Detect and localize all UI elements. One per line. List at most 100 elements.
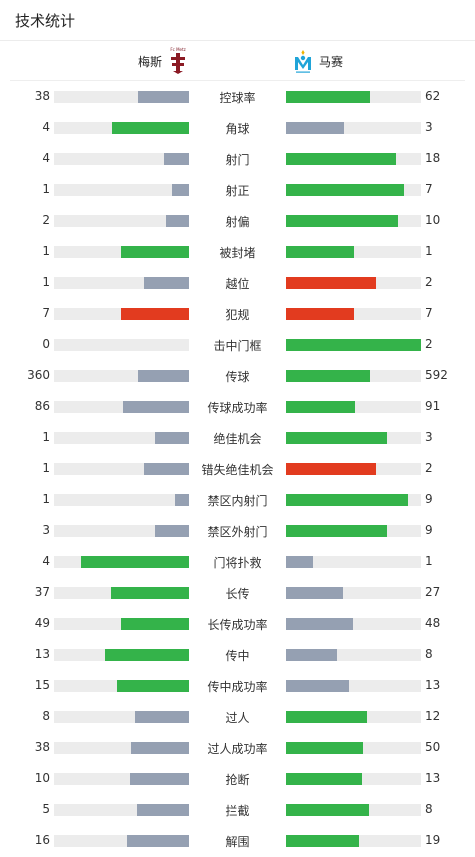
away-stat-bar-fill	[286, 494, 408, 506]
away-stat-bar	[286, 649, 421, 661]
away-stat-bar	[286, 153, 421, 165]
stat-label: 射门	[225, 153, 250, 167]
away-stat-bar	[286, 463, 421, 475]
home-stat-value: 0	[42, 337, 50, 351]
away-stat-value: 2	[425, 461, 433, 475]
stat-label: 过人	[225, 711, 250, 725]
away-stat-bar	[286, 494, 421, 506]
home-stat-bar	[54, 742, 189, 754]
home-stat-bar-fill	[121, 246, 189, 258]
marseille-crest-icon[interactable]	[292, 50, 314, 74]
home-stat-bar	[54, 184, 189, 196]
away-stat-value: 18	[425, 151, 441, 165]
stat-label: 射偏	[225, 215, 250, 229]
away-stat-bar	[286, 835, 421, 847]
home-stat-value: 49	[34, 616, 50, 630]
home-stat-bar	[54, 91, 189, 103]
stat-label: 绝佳机会	[213, 432, 262, 446]
stat-label: 控球率	[219, 91, 256, 105]
home-stat-bar-fill	[130, 773, 189, 785]
stat-label: 传球	[225, 370, 250, 384]
stat-row: 0 击中门框 2	[0, 329, 475, 360]
away-stat-bar-fill	[286, 122, 344, 134]
away-stat-bar	[286, 370, 421, 382]
home-stat-bar	[54, 711, 189, 723]
stat-row: 86 传球成功率 91	[0, 391, 475, 422]
away-stat-value: 12	[425, 709, 441, 723]
away-stat-bar	[286, 184, 421, 196]
home-team-name[interactable]: 梅斯	[138, 55, 163, 69]
stat-label: 传球成功率	[207, 401, 268, 415]
home-stat-bar-fill	[123, 401, 189, 413]
away-stat-value: 1	[425, 554, 433, 568]
stat-label: 禁区内射门	[207, 494, 268, 508]
home-stat-bar	[54, 618, 189, 630]
home-stat-value: 3	[42, 523, 50, 537]
away-stat-bar	[286, 711, 421, 723]
away-stat-bar-fill	[286, 525, 387, 537]
home-stat-value: 37	[34, 585, 50, 599]
home-stat-bar	[54, 277, 189, 289]
stat-row: 1 被封堵 1	[0, 236, 475, 267]
away-stat-bar-fill	[286, 742, 363, 754]
away-stat-value: 1	[425, 244, 433, 258]
home-stat-bar-fill	[175, 494, 189, 506]
home-stat-value: 13	[34, 647, 50, 661]
stat-label: 击中门框	[213, 339, 262, 353]
away-stat-bar-fill	[286, 711, 367, 723]
away-stat-bar	[286, 401, 421, 413]
stat-row: 7 犯规 7	[0, 298, 475, 329]
stat-row: 4 角球 3	[0, 112, 475, 143]
away-stat-value: 62	[425, 89, 441, 103]
away-stat-bar-fill	[286, 308, 354, 320]
stat-label: 禁区外射门	[207, 525, 268, 539]
home-stat-bar-fill	[144, 277, 189, 289]
home-stat-bar	[54, 370, 189, 382]
away-stat-bar-fill	[286, 618, 353, 630]
home-stat-bar-fill	[137, 804, 189, 816]
away-stat-bar-fill	[286, 184, 404, 196]
away-stat-bar	[286, 742, 421, 754]
stat-label: 拦截	[225, 804, 250, 818]
home-stat-bar-fill	[131, 742, 189, 754]
home-stat-bar	[54, 804, 189, 816]
stat-label: 错失绝佳机会	[201, 463, 274, 477]
away-stat-bar-fill	[286, 215, 398, 227]
away-stat-value: 2	[425, 337, 433, 351]
stat-label: 越位	[225, 277, 250, 291]
away-stat-value: 19	[425, 833, 441, 847]
stat-row: 37 长传 27	[0, 577, 475, 608]
away-stat-bar-fill	[286, 91, 370, 103]
away-stat-bar-fill	[286, 649, 337, 661]
away-stat-value: 8	[425, 647, 433, 661]
stat-row: 5 拦截 8	[0, 794, 475, 825]
away-stat-value: 9	[425, 492, 433, 506]
away-stat-bar	[286, 277, 421, 289]
away-stat-bar-fill	[286, 463, 376, 475]
stat-row: 1 绝佳机会 3	[0, 422, 475, 453]
metz-crest-icon[interactable]: Fc Metz	[167, 47, 189, 75]
stat-label: 长传	[225, 587, 250, 601]
home-stat-value: 1	[42, 492, 50, 506]
home-stat-value: 360	[27, 368, 50, 382]
away-stat-bar-fill	[286, 246, 354, 258]
away-team-name[interactable]: 马赛	[319, 55, 344, 69]
away-stat-bar-fill	[286, 370, 370, 382]
stat-label: 抢断	[225, 773, 250, 787]
home-stat-bar	[54, 122, 189, 134]
home-stat-value: 1	[42, 275, 50, 289]
away-stat-value: 2	[425, 275, 433, 289]
away-stat-bar-fill	[286, 401, 355, 413]
away-stat-bar-fill	[286, 153, 396, 165]
stat-row: 10 抢断 13	[0, 763, 475, 794]
away-stat-bar	[286, 556, 421, 568]
home-stat-bar	[54, 556, 189, 568]
home-stat-bar	[54, 587, 189, 599]
stat-label: 射正	[225, 184, 250, 198]
stat-label: 犯规	[225, 308, 250, 322]
away-stat-bar	[286, 587, 421, 599]
away-stat-bar	[286, 246, 421, 258]
away-stat-value: 3	[425, 430, 433, 444]
stat-row: 4 射门 18	[0, 143, 475, 174]
stat-label: 长传成功率	[207, 618, 268, 632]
